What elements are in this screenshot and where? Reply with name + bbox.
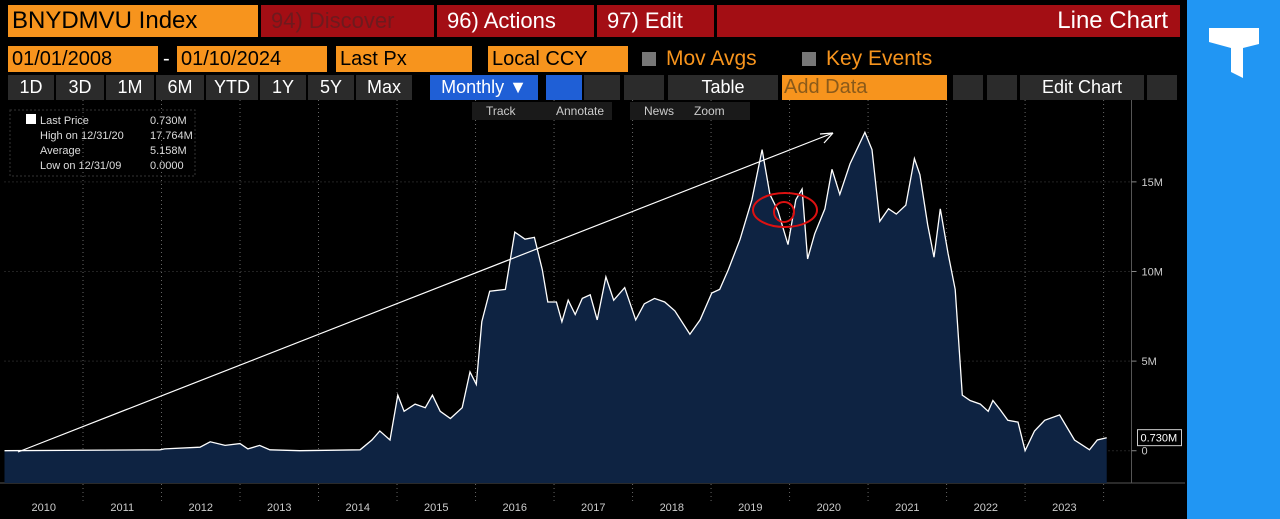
menu-arrow[interactable] xyxy=(953,75,983,100)
ticker[interactable]: BNYDMVU Index xyxy=(8,5,258,37)
edit-menu[interactable]: 97) Edit xyxy=(597,5,714,37)
side-panel xyxy=(1187,0,1280,519)
x-tick-label: 2015 xyxy=(424,502,448,514)
logo xyxy=(1209,28,1259,78)
x-tick-label: 2021 xyxy=(895,502,919,514)
line xyxy=(4,130,1107,453)
add-data[interactable]: Add Data xyxy=(782,75,947,100)
x-tick-label: 2010 xyxy=(32,502,56,514)
currency-select[interactable]: Local CCY xyxy=(488,46,628,72)
x-tick-label: 2020 xyxy=(817,502,841,514)
period-button[interactable]: 1M xyxy=(106,75,154,100)
legend: Last Price 0.730M High on 12/31/20 17.764M A… xyxy=(9,109,196,177)
tool-button[interactable]: Zoom xyxy=(680,102,750,120)
period-button[interactable]: 6M xyxy=(156,75,204,100)
edit-chart[interactable]: Edit Chart xyxy=(1020,75,1144,100)
y-tick-label: 0 xyxy=(1142,446,1148,458)
period-button[interactable]: Max xyxy=(356,75,412,100)
last-value-label: 0.730M xyxy=(1141,433,1178,445)
collapse[interactable] xyxy=(987,75,1017,100)
x-tick-label: 2017 xyxy=(581,502,605,514)
x-tick-label: 2018 xyxy=(660,502,684,514)
table-button[interactable]: Table xyxy=(668,75,778,100)
field-select[interactable]: Last Px xyxy=(336,46,472,72)
legend-value: 5.158M xyxy=(150,145,187,157)
checkbox[interactable] xyxy=(642,52,656,66)
date-dash: - xyxy=(163,48,170,70)
x-tick-label: 2019 xyxy=(738,502,762,514)
legend-swatch xyxy=(26,114,36,124)
end-date[interactable]: 01/10/2024 xyxy=(177,46,327,72)
area xyxy=(4,132,1107,484)
legend-value: 0.730M xyxy=(150,115,187,127)
x-tick-label: 2014 xyxy=(346,502,370,514)
y-tick-label: 10M xyxy=(1142,266,1163,278)
actions-menu[interactable]: 96) Actions xyxy=(437,5,594,37)
legend-label: Last Price xyxy=(40,115,89,127)
mov-avgs[interactable]: Mov Avgs xyxy=(666,47,757,70)
period-button[interactable]: 1D xyxy=(8,75,54,100)
arrow-head xyxy=(819,132,834,144)
checkbox[interactable] xyxy=(802,52,816,66)
bar-icon[interactable] xyxy=(584,75,620,100)
y-tick-label: 5M xyxy=(1142,356,1157,368)
x-tick-label: 2012 xyxy=(189,502,213,514)
period-button[interactable]: 3D xyxy=(56,75,104,100)
tool-button[interactable]: Annotate xyxy=(542,102,612,120)
legend-label: High on 12/31/20 xyxy=(40,130,124,142)
x-tick-label: 2022 xyxy=(974,502,998,514)
y-tick-label: 15M xyxy=(1142,177,1163,189)
trend-arrow xyxy=(17,132,834,453)
start-date[interactable]: 01/01/2008 xyxy=(8,46,158,72)
key-events[interactable]: Key Events xyxy=(826,47,933,70)
period-button[interactable]: 1Y xyxy=(260,75,306,100)
legend-label: Low on 12/31/09 xyxy=(40,160,121,172)
event-icon xyxy=(752,192,818,228)
dropdown[interactable] xyxy=(624,75,664,100)
period-button[interactable]: 5Y xyxy=(308,75,354,100)
x-tick-label: 2011 xyxy=(110,502,134,514)
event-icon xyxy=(773,201,795,223)
x-tick-label: 2013 xyxy=(267,502,291,514)
settings[interactable] xyxy=(1147,75,1177,100)
tool-button[interactable]: Track xyxy=(472,102,542,120)
x-tick-label: 2023 xyxy=(1052,502,1076,514)
discover-menu[interactable]: 94) Discover xyxy=(261,5,434,37)
legend-label: Average xyxy=(40,145,81,157)
line-icon[interactable] xyxy=(546,75,582,100)
frequency[interactable]: Monthly ▼ xyxy=(430,75,538,100)
legend-value: 0.0000 xyxy=(150,160,184,172)
last-label-box xyxy=(1137,429,1182,447)
x-tick-label: 2016 xyxy=(503,502,527,514)
chart: Last Price 0.730M High on 12/31/20 17.764M A… xyxy=(0,100,1185,514)
chart-kind: Line Chart xyxy=(717,5,1180,37)
legend-value: 17.764M xyxy=(150,130,193,142)
period-button[interactable]: YTD xyxy=(206,75,258,100)
